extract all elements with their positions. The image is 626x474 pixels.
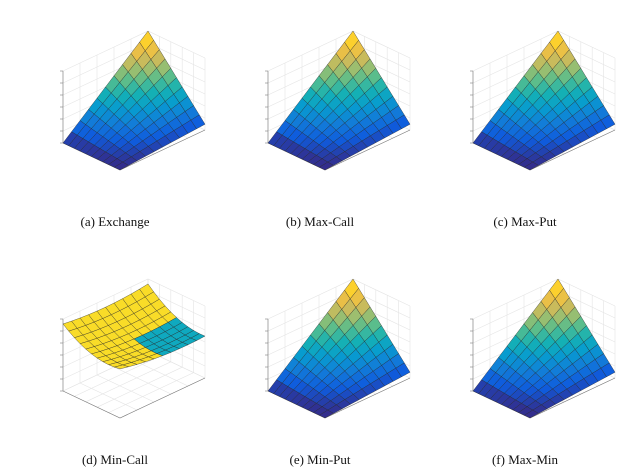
grid-line [62,278,206,320]
grid-line [113,366,172,395]
surface-plot-min-put [235,278,425,453]
surface-plot-min-call [30,278,220,453]
plot-svg [60,278,206,419]
surface-patch [523,161,539,171]
grid-line [85,361,171,403]
plot-svg [470,278,616,419]
grid-line [96,374,155,403]
caption-e: (e) Min-Put [289,452,351,467]
grid-line [108,372,194,413]
plot-svg [265,30,411,171]
surface-patch [113,161,129,171]
surface-plot-exchange [30,30,220,205]
plot-svg [60,30,206,171]
plot-svg [470,30,616,171]
surface-plot-max-call [235,30,425,205]
caption-c: (c) Max-Put [493,214,557,229]
xy-axis [62,377,206,419]
caption-f: (f) Max-Min [491,452,559,467]
surface-plot-max-min [440,278,626,453]
surface-plot-max-put [440,30,626,205]
grid-line [74,356,160,397]
caption-a: (a) Exchange [80,214,150,229]
grid-line [97,366,183,408]
caption-d: (d) Min-Call [81,452,149,467]
grid-line [79,382,138,411]
plot-svg [265,278,411,419]
surface-patch [318,161,334,171]
surface-patch [113,364,130,370]
surface-patch [318,409,334,419]
surface-patch [523,409,539,419]
caption-b: (b) Max-Call [285,214,355,229]
